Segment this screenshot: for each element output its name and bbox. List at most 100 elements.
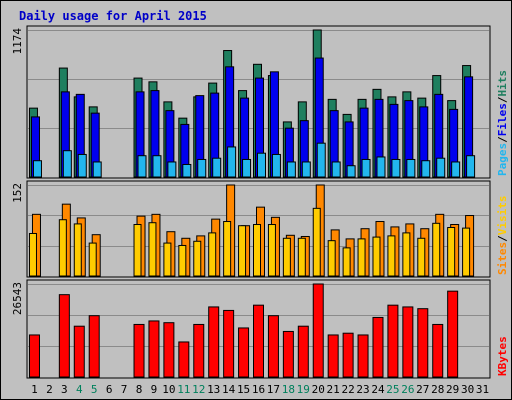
x-tick-label: 19 <box>297 383 310 396</box>
pages-bar <box>331 161 341 178</box>
bottom-legend: KBytes <box>496 336 509 376</box>
x-tick-label: 26 <box>401 383 414 396</box>
top-legend-item: / <box>496 96 509 103</box>
kbytes-bar <box>372 316 384 378</box>
kbytes-bar <box>417 308 429 378</box>
top-legend-item: Files <box>496 103 509 136</box>
x-tick-label: 10 <box>162 383 175 396</box>
kbytes-bar <box>88 315 100 378</box>
x-tick-label: 5 <box>91 383 98 396</box>
kbytes-bar <box>223 309 235 378</box>
kbytes-bar <box>253 304 264 378</box>
pages-bar <box>32 160 42 178</box>
x-tick-label: 3 <box>61 383 68 396</box>
bottom-max-label: 26543 <box>11 282 24 315</box>
kbytes-bar <box>28 334 40 378</box>
pages-bar <box>361 158 371 178</box>
pages-bar <box>436 157 446 178</box>
pages-bar <box>376 156 386 178</box>
x-tick-label: 27 <box>416 383 429 396</box>
pages-bar <box>242 158 252 178</box>
visits-bar <box>402 232 411 277</box>
pages-bar <box>316 142 326 178</box>
x-tick-label: 29 <box>446 383 459 396</box>
top-legend-item: Hits <box>496 70 509 97</box>
kbytes-bar <box>357 334 369 378</box>
pages-bar <box>197 158 207 178</box>
pages-bar <box>77 153 87 178</box>
top-legend-item: Pages <box>496 143 509 176</box>
x-tick-label: 7 <box>121 383 128 396</box>
pages-bar <box>182 163 192 178</box>
kbytes-bar <box>282 330 294 378</box>
x-tick-label: 21 <box>327 383 340 396</box>
chart-title: Daily usage for April 2015 <box>19 9 207 23</box>
x-tick-label: 12 <box>192 383 205 396</box>
pages-bar <box>466 155 476 178</box>
x-tick-label: 23 <box>356 383 369 396</box>
x-tick-label: 28 <box>431 383 444 396</box>
kbytes-bar <box>163 322 175 378</box>
kbytes-bar <box>58 294 70 378</box>
visits-bar <box>387 235 396 277</box>
visits-bar <box>253 224 261 277</box>
x-tick-label: 31 <box>476 383 489 396</box>
pages-bar <box>451 161 461 178</box>
middle-legend-item: / <box>496 235 509 242</box>
pages-bar <box>421 160 431 178</box>
x-tick-label: 25 <box>386 383 399 396</box>
top-legend: Pages/Files/Hits <box>496 70 509 176</box>
visits-bar <box>178 244 187 277</box>
visits-bar <box>73 223 82 277</box>
pages-bar <box>286 161 296 178</box>
middle-legend: Sites/Visits <box>496 196 509 276</box>
visits-bar <box>417 237 426 277</box>
visits-bar <box>148 222 157 277</box>
middle-legend-item: Sites <box>496 242 509 275</box>
x-tick-label: 1 <box>31 383 38 396</box>
middle-legend-item: Visits <box>496 196 509 236</box>
kbytes-bar <box>342 332 354 378</box>
visits-bar <box>297 237 306 277</box>
x-tick-label: 14 <box>222 383 236 396</box>
kbytes-bar <box>193 323 205 378</box>
x-tick-label: 13 <box>207 383 220 396</box>
kbytes-bar <box>238 327 250 378</box>
x-tick-label: 11 <box>177 383 190 396</box>
x-tick-label: 20 <box>312 383 325 396</box>
x-tick-label: 8 <box>136 383 143 396</box>
visits-bar <box>372 236 381 277</box>
visits-bar <box>193 240 202 277</box>
kbytes-bar <box>312 283 324 378</box>
visits-bar <box>447 227 456 277</box>
pages-bar <box>271 153 281 178</box>
pages-bar <box>227 146 237 178</box>
pages-bar <box>406 158 416 178</box>
pages-bar <box>152 155 162 178</box>
pages-bar <box>301 161 311 178</box>
visits-bar <box>282 237 291 277</box>
visits-bar <box>88 242 97 277</box>
visits-bar <box>327 240 336 277</box>
kbytes-bar <box>73 325 85 378</box>
visits-bar <box>432 222 441 277</box>
pages-bar <box>92 161 102 178</box>
middle-max-label: 152 <box>11 183 24 203</box>
kbytes-bar <box>327 334 339 378</box>
visits-bar <box>342 247 351 277</box>
kbytes-bar <box>402 306 414 378</box>
visits-bar <box>208 232 217 277</box>
visits-bar <box>462 227 471 277</box>
x-tick-label: 4 <box>76 383 83 396</box>
visits-bar <box>58 219 67 277</box>
kbytes-bar <box>447 290 459 378</box>
pages-bar <box>167 161 177 178</box>
pages-bar <box>212 157 222 178</box>
pages-bar <box>137 155 147 178</box>
visits-bar <box>238 225 247 277</box>
kbytes-bar <box>387 304 399 378</box>
kbytes-bar <box>267 315 279 378</box>
visits-bar <box>267 224 276 277</box>
visits-bar <box>357 238 366 277</box>
